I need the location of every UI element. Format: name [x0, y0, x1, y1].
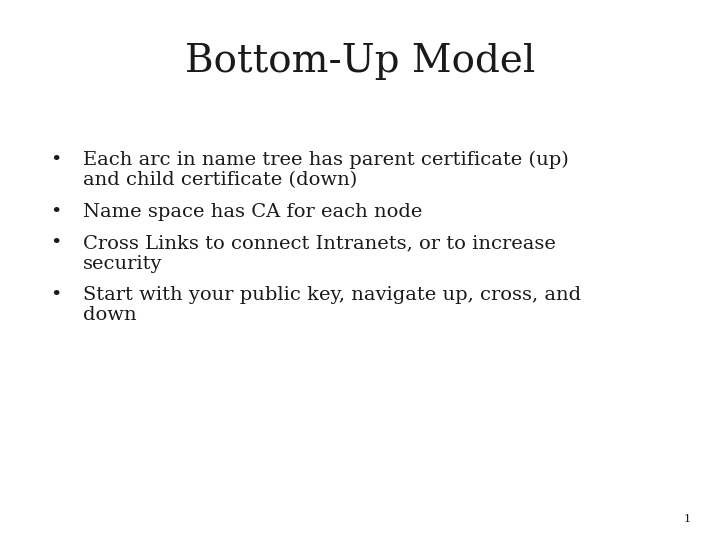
Text: •: •: [50, 234, 62, 252]
Text: 1: 1: [684, 514, 691, 524]
Text: security: security: [83, 255, 162, 273]
Text: Bottom-Up Model: Bottom-Up Model: [185, 43, 535, 80]
Text: Name space has CA for each node: Name space has CA for each node: [83, 203, 422, 221]
Text: Cross Links to connect Intranets, or to increase: Cross Links to connect Intranets, or to …: [83, 234, 556, 252]
Text: •: •: [50, 151, 62, 169]
Text: Each arc in name tree has parent certificate (up): Each arc in name tree has parent certifi…: [83, 151, 569, 170]
Text: •: •: [50, 286, 62, 304]
Text: Start with your public key, navigate up, cross, and: Start with your public key, navigate up,…: [83, 286, 581, 304]
Text: down: down: [83, 307, 136, 325]
Text: •: •: [50, 203, 62, 221]
Text: and child certificate (down): and child certificate (down): [83, 172, 357, 190]
